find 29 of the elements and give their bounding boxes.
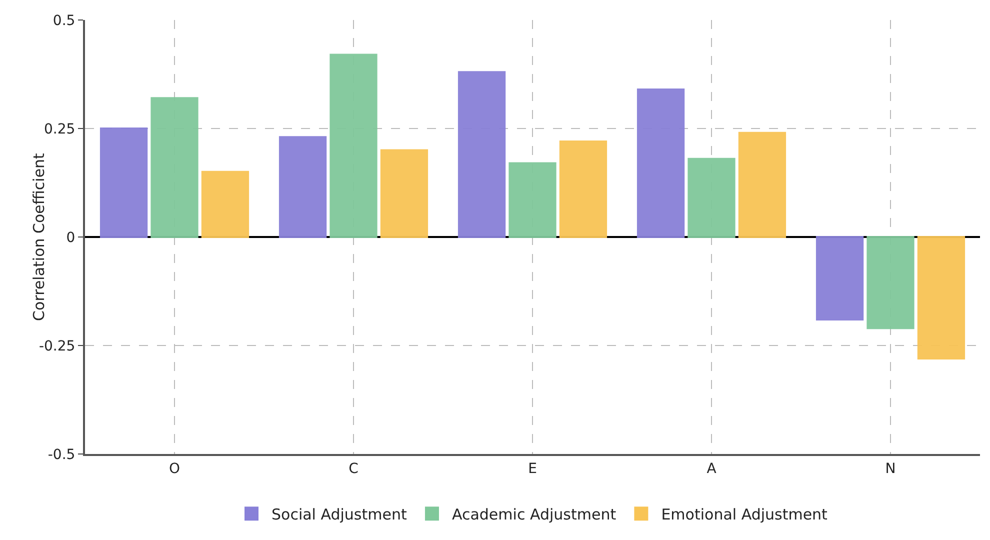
bar [866,236,914,330]
bar [688,158,736,238]
bar [917,236,966,360]
bar [559,140,608,238]
x-tick-label: C [348,460,359,477]
y-tick-label: 0.5 [52,12,76,29]
x-tick-label: A [706,460,717,477]
y-tick-label: -0.25 [38,338,76,354]
y-tick-label: -0.5 [48,446,76,463]
bar [738,132,786,238]
bar [278,136,327,238]
bar [816,236,864,320]
bar [201,170,250,238]
y-axis-title: Correlation Coefficient [30,152,48,321]
x-tick-label: O [168,460,180,477]
y-tick-label: 0 [66,230,76,246]
bar [636,88,685,238]
x-tick-label: N [885,460,896,477]
bar [508,162,556,238]
bar [100,128,148,238]
legend-label: Emotional Adjustment [661,506,828,524]
x-tick-label: E [528,460,537,477]
y-tick-label: 0.25 [44,121,76,138]
bar [150,97,198,238]
bar [380,149,428,238]
legend-label: Social Adjustment [272,506,407,524]
legend-label: Academic Adjustment [452,506,616,524]
bar [458,71,506,238]
bar [330,54,378,238]
